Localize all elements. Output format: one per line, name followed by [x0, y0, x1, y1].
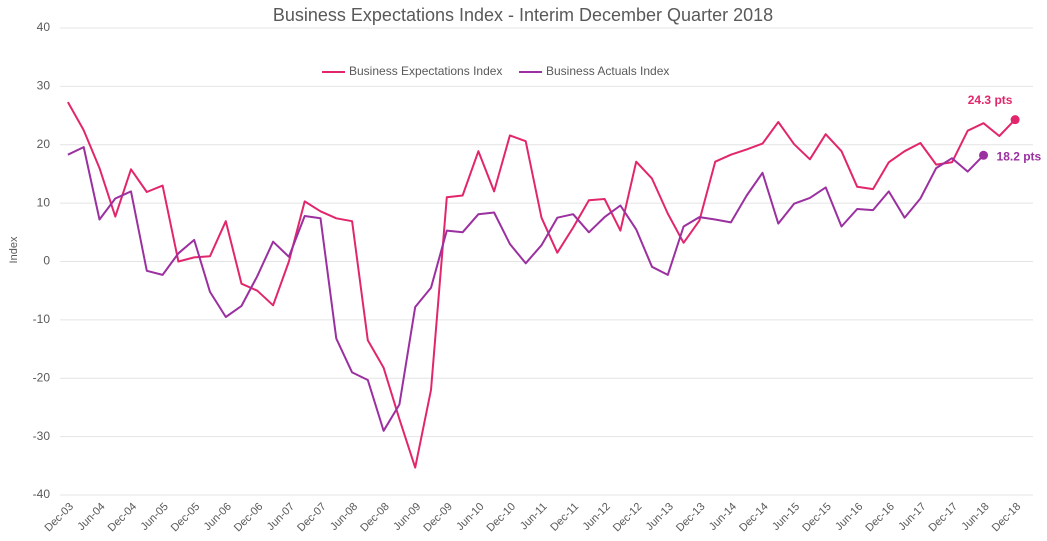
x-tick-label: Dec-05: [169, 501, 203, 535]
end-marker: [1010, 115, 1020, 125]
chart-title: Business Expectations Index - Interim De…: [273, 5, 773, 25]
x-tick-label: Jun-04: [75, 501, 107, 533]
x-tick-label: Dec-03: [43, 501, 77, 535]
x-tick-label: Dec-10: [485, 501, 519, 535]
y-tick-label: -10: [33, 312, 51, 326]
legend-label: Business Actuals Index: [546, 64, 669, 78]
x-tick-label: Dec-14: [737, 501, 771, 535]
x-tick-label: Jun-09: [391, 501, 423, 533]
y-tick-label: -40: [33, 487, 51, 501]
x-tick-label: Dec-11: [548, 501, 581, 534]
x-tick-label: Dec-08: [358, 501, 392, 535]
x-tick-label: Jun-11: [518, 501, 550, 533]
x-tick-label: Dec-04: [106, 501, 140, 535]
y-tick-label: 20: [37, 137, 51, 151]
x-tick-label: Jun-13: [644, 501, 676, 533]
x-tick-label: Dec-09: [421, 501, 455, 535]
x-tick-label: Dec-12: [611, 501, 645, 535]
legend-label: Business Expectations Index: [349, 64, 502, 78]
x-tick-label: Dec-07: [295, 501, 329, 535]
x-tick-label: Jun-08: [328, 501, 360, 533]
x-tick-label: Jun-14: [707, 501, 739, 533]
y-tick-label: -30: [33, 429, 51, 443]
y-axis-label: Index: [8, 236, 20, 263]
y-tick-label: 30: [37, 79, 51, 93]
x-tick-label: Jun-07: [265, 501, 297, 533]
x-tick-label: Dec-18: [990, 501, 1024, 535]
x-tick-label: Jun-12: [581, 501, 613, 533]
series-line: [67, 146, 985, 432]
y-tick-label: 40: [37, 20, 51, 34]
x-tick-label: Dec-06: [232, 501, 266, 535]
x-tick-label: Jun-05: [139, 501, 171, 533]
x-tick-label: Jun-17: [896, 501, 928, 533]
x-tick-label: Jun-18: [959, 501, 991, 533]
y-tick-label: -20: [33, 370, 51, 384]
end-label: 18.2 pts: [997, 149, 1042, 163]
x-tick-label: Jun-16: [833, 501, 865, 533]
y-tick-label: 0: [43, 254, 50, 268]
x-tick-label: Dec-13: [674, 501, 708, 535]
series-line: [67, 101, 1016, 469]
end-label: 24.3 pts: [968, 93, 1013, 107]
x-tick-label: Jun-15: [770, 501, 802, 533]
x-tick-label: Jun-06: [202, 501, 234, 533]
y-tick-label: 10: [37, 195, 51, 209]
end-marker: [979, 150, 989, 160]
x-tick-label: Jun-10: [454, 501, 486, 533]
x-tick-label: Dec-16: [863, 501, 897, 535]
x-tick-label: Dec-17: [927, 501, 961, 535]
x-tick-label: Dec-15: [800, 501, 834, 535]
